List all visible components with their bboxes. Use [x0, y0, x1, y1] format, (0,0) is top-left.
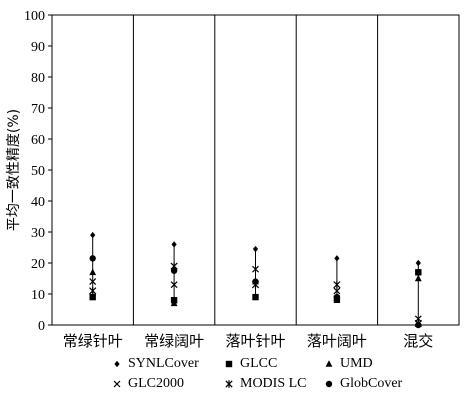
legend-marker: [225, 380, 233, 388]
data-point: [333, 287, 341, 295]
y-axis: 0 10 20 30 40 50 60 70 80 90 100: [24, 9, 52, 334]
data-point: [415, 259, 421, 267]
legend-marker: [225, 360, 233, 368]
legend-label: GLCC: [240, 356, 278, 371]
legend-item: MODIS LC: [224, 376, 307, 392]
legend-item: SYNLCover: [112, 356, 199, 372]
legend-label: SYNLCover: [128, 356, 199, 371]
data-point: [414, 274, 422, 282]
legend-label: GlobCover: [340, 376, 403, 391]
legend-label: MODIS LC: [240, 376, 307, 391]
y-tick-label: 40: [31, 195, 45, 210]
legend-marker-icon: [325, 360, 333, 367]
y-tick-label: 80: [31, 71, 45, 86]
data-point: [89, 268, 97, 276]
legend-marker-icon: [113, 380, 121, 388]
legend-marker: [114, 360, 120, 368]
data-point: [334, 255, 340, 262]
category-label: 混交: [403, 332, 433, 350]
data-point: [252, 245, 259, 253]
legend-marker: [325, 360, 333, 367]
legend-item: GlobCover: [324, 376, 402, 392]
data-point: [415, 321, 422, 329]
legend-marker-icon: [325, 380, 333, 388]
legend-marker: [325, 380, 333, 388]
y-tick-label: 100: [24, 9, 45, 24]
category-label: 常绿阔叶: [144, 332, 204, 350]
legend: SYNLCover GLCC UMD GLC2000 MODIS LC GlobCover: [112, 356, 452, 400]
legend-marker: [113, 380, 121, 388]
legend-label: GLC2000: [128, 376, 184, 391]
data-point: [170, 281, 178, 289]
y-tick-label: 0: [38, 319, 45, 334]
data-point: [89, 278, 97, 286]
data-point: [89, 255, 96, 262]
y-tick-label: 20: [31, 257, 45, 272]
y-tick-label: 50: [31, 164, 45, 179]
data-point: [252, 265, 259, 273]
legend-marker-icon: [114, 360, 120, 368]
y-tick-label: 10: [31, 288, 45, 303]
y-axis-label: 平均一致性精度(%): [6, 109, 22, 231]
data-point: [89, 287, 97, 295]
data-point: [170, 267, 178, 274]
legend-item: UMD: [324, 356, 373, 372]
plot-frame: [51, 14, 460, 326]
legend-label: UMD: [340, 356, 373, 371]
data-point: [252, 293, 259, 301]
data-point: [90, 231, 96, 239]
data-point: [333, 293, 341, 301]
category-label: 常绿针叶: [63, 332, 123, 350]
category-label: 落叶阔叶: [307, 332, 367, 350]
y-tick-label: 30: [31, 226, 45, 241]
legend-marker-icon: [225, 380, 233, 388]
data-point: [333, 280, 341, 289]
y-tick-label: 70: [31, 102, 45, 117]
category-label: 落叶针叶: [225, 332, 285, 350]
x-axis: 常绿针叶 常绿阔叶 落叶针叶 落叶阔叶 混交: [63, 332, 434, 350]
data-point: [252, 278, 259, 285]
data-point: [171, 241, 177, 248]
data-point: [89, 293, 96, 301]
legend-item: GLC2000: [112, 376, 184, 392]
y-tick-label: 60: [31, 133, 45, 148]
legend-marker-icon: [225, 360, 233, 368]
legend-item: GLCC: [224, 356, 277, 372]
y-tick-label: 90: [31, 40, 45, 55]
data-point: [415, 269, 422, 276]
data-markers: [89, 231, 422, 329]
data-point: [170, 299, 178, 307]
